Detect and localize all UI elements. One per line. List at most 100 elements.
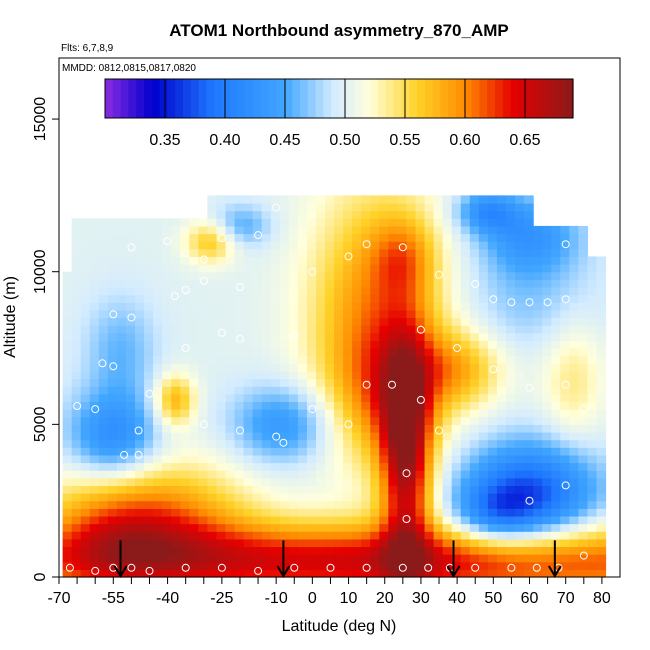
heatmap-cell (162, 286, 172, 296)
heatmap-cell (153, 546, 163, 555)
heatmap-cell (216, 561, 227, 570)
heatmap-cell (460, 454, 471, 464)
heatmap-cell (397, 210, 408, 219)
measurement-markers (65, 203, 599, 575)
heatmap-cell (533, 279, 543, 288)
heatmap-cell (542, 256, 552, 265)
heatmap-cell (98, 416, 109, 425)
heatmap-cell (352, 218, 362, 227)
heatmap-cell (153, 233, 163, 242)
heatmap-cell (578, 233, 589, 242)
heatmap-cell (198, 515, 208, 525)
heatmap-cell (62, 317, 73, 326)
heatmap-cell (306, 309, 317, 319)
heatmap-cell (225, 370, 236, 380)
heatmap-cell (587, 363, 598, 372)
heatmap-cell (198, 279, 208, 288)
heatmap-cell (89, 470, 100, 479)
heatmap-cell (144, 531, 154, 540)
heatmap-cell (487, 370, 498, 380)
heatmap-cell (352, 424, 362, 433)
heatmap-cell (62, 424, 73, 433)
heatmap-cell (596, 271, 607, 280)
heatmap-cell (415, 210, 426, 219)
heatmap-cell (315, 332, 326, 341)
heatmap-cell (107, 477, 118, 487)
heatmap-cell (406, 508, 417, 517)
heatmap-cell (189, 302, 199, 311)
heatmap-cell (569, 393, 579, 403)
heatmap-cell (162, 401, 172, 410)
heatmap-cell (225, 325, 236, 334)
heatmap-cell (596, 355, 607, 364)
heatmap-cell (297, 355, 308, 364)
heatmap-cell (460, 416, 471, 425)
heatmap-cell (180, 256, 190, 265)
heatmap-cell (505, 393, 516, 403)
heatmap-cell (62, 363, 73, 372)
heatmap-cell (442, 508, 453, 517)
heatmap-cell (524, 218, 534, 227)
heatmap-cell (478, 309, 489, 319)
heatmap-cell (505, 317, 516, 326)
heatmap-cell (460, 241, 471, 250)
heatmap-cell (279, 218, 290, 227)
heatmap-cell (406, 409, 417, 418)
heatmap-cell (325, 485, 335, 494)
heatmap-cell (270, 523, 281, 532)
heatmap-cell (252, 470, 263, 479)
heatmap-cell (171, 256, 181, 265)
heatmap-cell (370, 470, 380, 479)
heatmap-cell (433, 302, 444, 311)
x-tick-label: 70 (557, 590, 575, 607)
heatmap-cell (171, 569, 181, 578)
heatmap-cell (107, 485, 118, 494)
heatmap-cell (171, 462, 181, 471)
heatmap-cell (225, 424, 236, 433)
heatmap-cell (306, 363, 317, 372)
heatmap-cell (125, 431, 136, 441)
heatmap-cell (261, 447, 272, 456)
heatmap-cell (596, 523, 607, 532)
heatmap-cell (361, 218, 371, 227)
colorbar-segment (417, 79, 426, 118)
heatmap-cell (297, 279, 308, 288)
x-tick-label: 80 (593, 590, 611, 607)
heatmap-cell (315, 409, 326, 418)
heatmap-cell (406, 431, 417, 441)
heatmap-cell (460, 462, 471, 471)
heatmap-cell (270, 500, 281, 509)
heatmap-cell (515, 538, 525, 548)
heatmap-cell (270, 569, 281, 578)
measurement-point (344, 420, 353, 429)
heatmap-cell (144, 561, 154, 570)
heatmap-cell (551, 248, 561, 258)
heatmap-cell (234, 393, 245, 403)
heatmap-cell (107, 348, 118, 357)
heatmap-cell (524, 271, 534, 280)
heatmap-cell (198, 363, 208, 372)
heatmap-cell (542, 500, 552, 509)
heatmap-cell (135, 363, 145, 372)
heatmap-cell (406, 386, 417, 395)
heatmap-cell (334, 546, 344, 555)
heatmap-cell (162, 523, 172, 532)
heatmap-cell (451, 355, 462, 364)
heatmap-cell (171, 493, 181, 502)
heatmap-cell (261, 348, 272, 357)
heatmap-cell (279, 523, 290, 532)
colorbar-segment (471, 79, 480, 118)
heatmap-cell (144, 264, 154, 273)
heatmap-cell (379, 363, 389, 372)
heatmap-cell (270, 309, 281, 319)
heatmap-cell (460, 225, 471, 235)
heatmap-cell (596, 378, 607, 387)
heatmap-cell (487, 378, 498, 387)
heatmap-cell (125, 378, 136, 387)
heatmap-cell (505, 561, 516, 570)
heatmap-cell (533, 248, 543, 258)
heatmap-cell (460, 363, 471, 372)
heatmap-cell (352, 508, 362, 517)
heatmap-cell (524, 241, 534, 250)
heatmap-cell (325, 508, 335, 517)
